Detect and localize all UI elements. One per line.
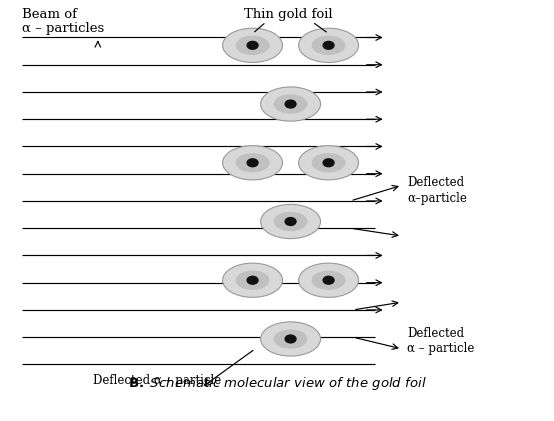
Ellipse shape (312, 271, 346, 290)
Circle shape (285, 100, 296, 108)
Ellipse shape (312, 153, 346, 173)
Circle shape (285, 218, 296, 225)
Circle shape (247, 159, 258, 167)
Ellipse shape (260, 322, 321, 356)
Circle shape (285, 335, 296, 343)
Ellipse shape (235, 36, 269, 55)
Ellipse shape (274, 329, 307, 349)
Ellipse shape (260, 205, 321, 239)
Text: α – particles: α – particles (22, 22, 104, 35)
Circle shape (323, 276, 334, 284)
Text: Thin gold foil: Thin gold foil (244, 8, 332, 21)
Ellipse shape (274, 94, 307, 114)
Ellipse shape (274, 212, 307, 231)
Ellipse shape (312, 36, 346, 55)
Ellipse shape (223, 28, 283, 62)
Ellipse shape (260, 87, 321, 121)
Ellipse shape (235, 153, 269, 173)
Text: α – particle: α – particle (407, 342, 475, 355)
Circle shape (247, 276, 258, 284)
Ellipse shape (299, 146, 358, 180)
Circle shape (323, 41, 334, 49)
Ellipse shape (223, 263, 283, 297)
Text: Deflected α – particle: Deflected α – particle (94, 374, 222, 387)
Ellipse shape (223, 146, 283, 180)
Text: Deflected: Deflected (407, 327, 464, 340)
Text: Beam of: Beam of (22, 8, 77, 21)
Text: α–particle: α–particle (407, 192, 467, 205)
Ellipse shape (235, 271, 269, 290)
Circle shape (247, 41, 258, 49)
Ellipse shape (299, 28, 358, 62)
Text: $\mathbf{B.}$ $\it{Schematic\ molecular\ view\ of\ the\ gold\ foil}$: $\mathbf{B.}$ $\it{Schematic\ molecular\… (127, 375, 427, 392)
Ellipse shape (299, 263, 358, 297)
Text: Deflected: Deflected (407, 176, 464, 189)
Circle shape (323, 159, 334, 167)
